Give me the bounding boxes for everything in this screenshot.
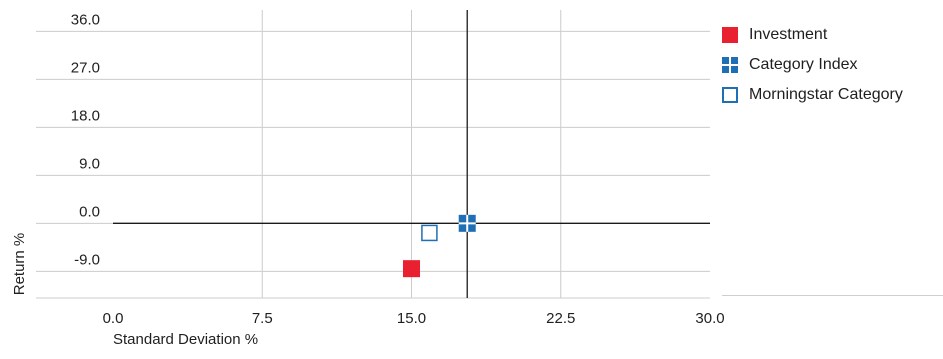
y-tick-label: 9.0	[79, 155, 100, 172]
legend-label-category-index: Category Index	[749, 56, 858, 73]
x-tick-label: 0.0	[103, 310, 124, 327]
investment-square-icon	[722, 27, 738, 43]
morningstar-category-point	[421, 224, 438, 242]
category-index-square-icon	[722, 57, 738, 73]
x-axis-title: Standard Deviation %	[113, 331, 258, 348]
y-tick-label: 27.0	[71, 59, 100, 76]
legend-label-investment: Investment	[749, 26, 828, 43]
y-tick-label: 0.0	[79, 203, 100, 220]
legend-label-morningstar-category: Morningstar Category	[749, 86, 903, 103]
legend: Investment Category Index Morningstar Ca…	[722, 20, 903, 110]
legend-item-investment: Investment	[722, 20, 903, 50]
legend-item-morningstar-category: Morningstar Category	[722, 80, 903, 110]
y-axis-title: Return %	[11, 233, 28, 296]
y-tick-label: -9.0	[74, 251, 100, 268]
y-tick-label: 18.0	[71, 107, 100, 124]
y-tick-label: 36.0	[71, 11, 100, 28]
x-tick-label: 7.5	[252, 310, 273, 327]
x-tick-label: 30.0	[695, 310, 724, 327]
morningstar-category-square-icon	[722, 87, 738, 103]
legend-divider	[722, 295, 943, 296]
x-tick-label: 22.5	[546, 310, 575, 327]
x-tick-label: 15.0	[397, 310, 426, 327]
legend-item-category-index: Category Index	[722, 50, 903, 80]
investment-point	[403, 260, 420, 278]
